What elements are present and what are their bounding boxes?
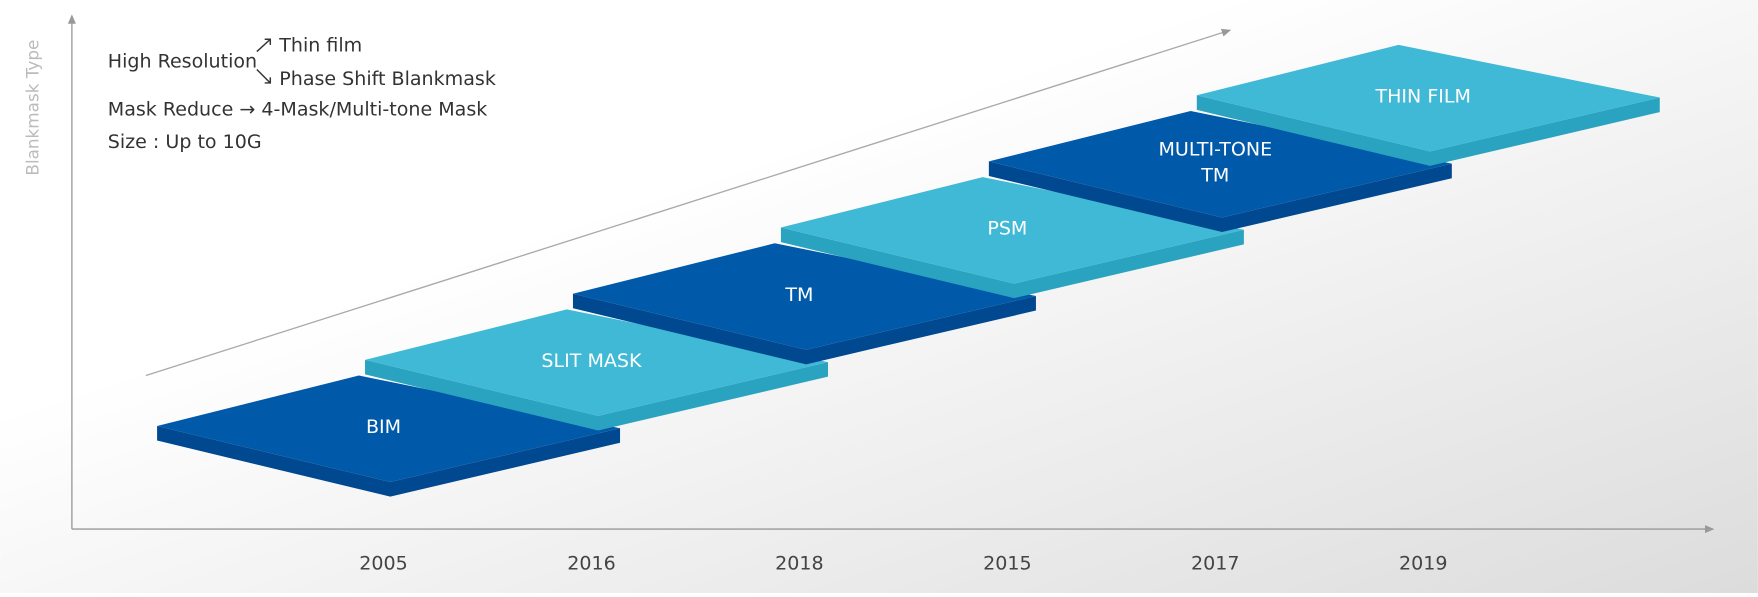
tile-label-line: TM [784,283,813,305]
tile-side [572,293,1036,365]
tile: THIN FILM [1196,44,1660,166]
note: Thin film [278,35,362,57]
tile-label: BIM [366,416,401,438]
tile-side [157,425,621,497]
note: Mask Reduce → 4-Mask/Multi-tone Mask [108,98,488,120]
tile-label: THIN FILM [1374,85,1471,107]
tile-top [572,243,1036,350]
note: Phase Shift Blankmask [279,68,496,90]
tile: MULTI-TONE TM [988,110,1452,233]
tile: BIM [157,375,621,497]
year-label: 2018 [775,552,823,574]
tile-label-line: PSM [987,217,1027,239]
tile-label: PSM [987,217,1027,239]
tile-label-line: THIN FILM [1374,85,1471,107]
axis-label: Blankmask Type [22,40,42,176]
tile-top [988,110,1452,218]
tile-side [988,161,1452,233]
tile: SLIT MASK [365,309,828,431]
tiles: BIM SLIT MASK TM PSM MULTI-TONE TM THIN FILM [157,44,1660,497]
branch-arrow [256,38,272,53]
tile-label: MULTI-TONE TM [1158,138,1272,186]
tile-label: TM [784,283,813,305]
tile-side [365,359,828,431]
tile-top [157,375,621,483]
tile-label-line: TM [1200,164,1229,186]
tile-top [1196,44,1660,152]
year-label: 2015 [983,552,1031,574]
year-label: 2019 [1399,552,1447,574]
year-label: 2017 [1191,552,1239,574]
year-label: 2016 [567,552,615,574]
tile-top [780,177,1244,284]
tile-side [1196,95,1660,166]
tile-side [780,227,1244,299]
tile-label-line: MULTI-TONE [1158,138,1272,160]
tile-label-line: BIM [366,416,401,438]
year-label: 2005 [359,552,407,574]
tile: PSM [780,177,1244,299]
note: Size : Up to 10G [108,131,262,153]
tile-top [365,309,828,416]
tile: TM [572,243,1036,365]
tile-label-line: SLIT MASK [541,349,642,371]
note: High Resolution [108,50,257,72]
trend-arrow [145,28,1232,377]
tile-label: SLIT MASK [541,349,642,371]
branch-arrow [256,68,272,84]
